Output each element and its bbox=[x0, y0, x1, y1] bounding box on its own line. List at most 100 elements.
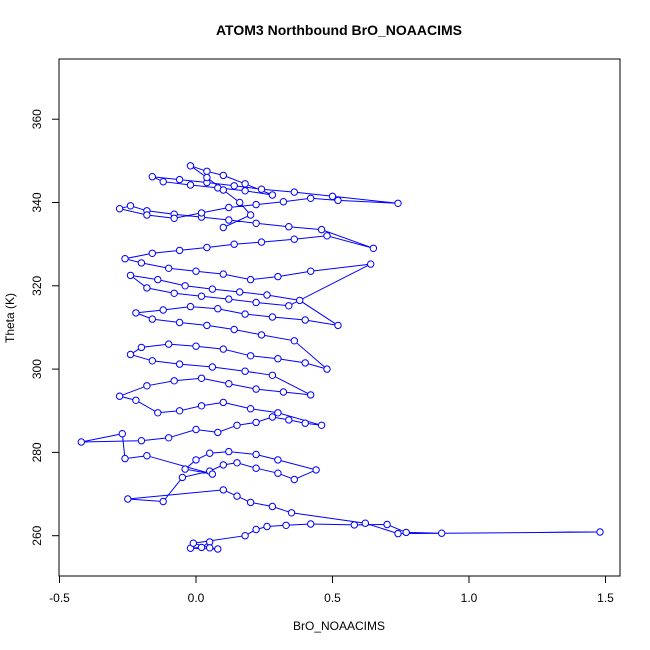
data-point bbox=[307, 267, 315, 275]
data-point bbox=[282, 521, 290, 529]
data-point bbox=[154, 409, 162, 417]
data-point bbox=[197, 292, 206, 300]
data-point bbox=[246, 498, 255, 507]
data-point bbox=[219, 486, 228, 494]
data-point bbox=[186, 181, 195, 189]
data-point bbox=[307, 194, 315, 203]
data-point bbox=[290, 337, 298, 345]
data-point bbox=[252, 464, 260, 472]
data-point bbox=[257, 238, 266, 246]
data-point bbox=[137, 259, 146, 267]
data-point bbox=[274, 469, 282, 477]
data-point bbox=[197, 402, 206, 410]
data-point bbox=[208, 285, 217, 293]
data-point bbox=[165, 264, 173, 272]
data-point bbox=[334, 196, 342, 205]
data-point bbox=[170, 289, 178, 297]
data-point bbox=[230, 240, 238, 248]
data-point bbox=[438, 529, 446, 537]
x-tick-label: 1.5 bbox=[597, 591, 614, 605]
data-point bbox=[383, 520, 391, 529]
data-point bbox=[323, 365, 331, 373]
data-point bbox=[394, 529, 402, 538]
data-point bbox=[208, 363, 217, 371]
data-point bbox=[143, 382, 151, 390]
data-point bbox=[233, 492, 241, 500]
data-point bbox=[165, 434, 173, 442]
data-point bbox=[203, 243, 211, 252]
data-point bbox=[214, 428, 222, 437]
data-point bbox=[115, 392, 124, 400]
data-point bbox=[246, 211, 255, 219]
data-point bbox=[317, 421, 326, 429]
y-tick-label: 300 bbox=[30, 359, 44, 379]
data-point bbox=[181, 465, 189, 473]
data-point bbox=[274, 409, 282, 417]
data-point bbox=[296, 296, 304, 305]
data-point bbox=[285, 302, 293, 310]
data-point bbox=[268, 191, 277, 199]
data-point bbox=[225, 216, 233, 224]
data-point bbox=[186, 302, 195, 311]
data-point bbox=[121, 454, 129, 463]
data-point bbox=[241, 310, 249, 318]
data-point bbox=[252, 298, 260, 307]
plot-frame bbox=[58, 58, 621, 577]
data-point bbox=[197, 374, 206, 382]
data-point bbox=[219, 171, 228, 180]
data-point bbox=[197, 543, 206, 552]
data-point bbox=[394, 199, 402, 208]
data-point bbox=[268, 371, 277, 379]
data-layer bbox=[77, 162, 604, 553]
data-point bbox=[334, 321, 342, 330]
data-point bbox=[307, 391, 315, 399]
data-point bbox=[252, 219, 260, 228]
data-point bbox=[225, 295, 233, 303]
x-tick-label: 1.0 bbox=[461, 591, 478, 605]
data-point bbox=[350, 521, 358, 529]
data-point bbox=[219, 461, 228, 469]
data-point bbox=[361, 519, 369, 527]
data-point bbox=[137, 437, 146, 445]
chart-title: ATOM3 Northbound BrO_NOAACIMS bbox=[216, 22, 462, 38]
data-point bbox=[181, 282, 189, 290]
data-point bbox=[312, 466, 320, 474]
data-point bbox=[301, 316, 309, 324]
data-point bbox=[246, 275, 255, 284]
data-point bbox=[219, 270, 228, 278]
data-point bbox=[143, 452, 151, 460]
data-point bbox=[323, 232, 331, 240]
data-point bbox=[241, 532, 249, 540]
data-point bbox=[126, 350, 135, 359]
data-point bbox=[367, 260, 375, 268]
data-point bbox=[268, 502, 277, 511]
data-point bbox=[175, 175, 184, 184]
data-point bbox=[192, 267, 200, 275]
data-point bbox=[154, 275, 162, 284]
data-point bbox=[192, 425, 200, 434]
data-point bbox=[192, 342, 200, 350]
data-point bbox=[148, 315, 157, 323]
data-point bbox=[170, 377, 178, 385]
data-point bbox=[317, 225, 326, 234]
data-point bbox=[124, 495, 132, 503]
data-point bbox=[274, 456, 282, 464]
data-point bbox=[159, 306, 167, 314]
y-axis: 260 280 300 320 340 360 bbox=[30, 109, 60, 546]
data-point bbox=[290, 235, 298, 243]
data-point bbox=[252, 418, 260, 427]
data-point bbox=[246, 405, 255, 413]
data-point bbox=[279, 388, 288, 396]
data-point bbox=[285, 416, 293, 424]
series-line bbox=[81, 165, 601, 550]
y-tick-label: 280 bbox=[30, 442, 44, 462]
data-point bbox=[257, 185, 266, 193]
y-tick-label: 360 bbox=[30, 109, 44, 129]
data-point bbox=[148, 357, 157, 365]
data-point bbox=[285, 223, 293, 231]
data-point bbox=[252, 450, 260, 459]
data-point bbox=[175, 407, 184, 415]
data-point bbox=[236, 198, 244, 207]
data-point bbox=[369, 244, 378, 253]
